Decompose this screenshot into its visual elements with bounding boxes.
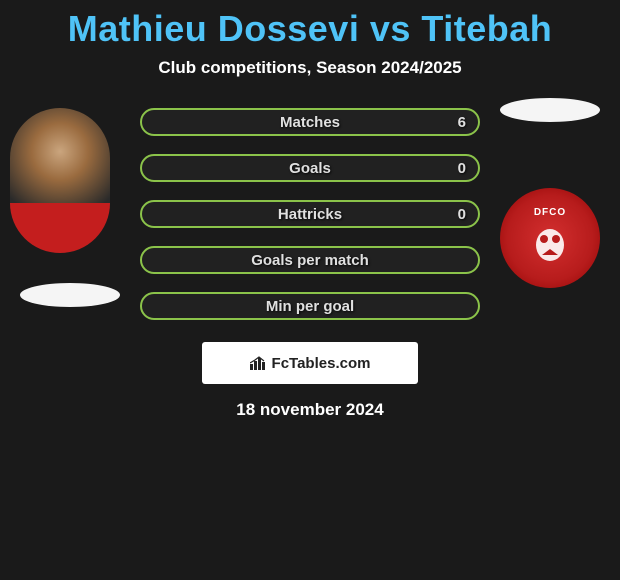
stats-area: DFCO Matches 6 Goals 0 Hattricks 0 [0, 108, 620, 320]
page-title: Mathieu Dossevi vs Titebah [0, 0, 620, 50]
stat-label: Hattricks [278, 206, 342, 223]
date-text: 18 november 2024 [0, 400, 620, 420]
stat-row-matches: Matches 6 [140, 108, 480, 136]
stat-row-hattricks: Hattricks 0 [140, 200, 480, 228]
brand-name: FcTables.com [272, 355, 371, 372]
player-photo-icon [10, 108, 110, 253]
stat-rows: Matches 6 Goals 0 Hattricks 0 Goals per … [140, 108, 480, 320]
stat-label: Goals [289, 160, 331, 177]
player1-club-ellipse [20, 283, 120, 307]
player2-club-logo: DFCO [500, 188, 600, 288]
stat-value-right: 6 [458, 114, 466, 131]
subtitle: Club competitions, Season 2024/2025 [0, 58, 620, 78]
brand-footer: FcTables.com [202, 342, 418, 384]
stat-row-goals-per-match: Goals per match [140, 246, 480, 274]
comparison-card: Mathieu Dossevi vs Titebah Club competit… [0, 0, 620, 580]
stat-value-right: 0 [458, 160, 466, 177]
bar-chart-icon [250, 356, 268, 370]
stat-label: Min per goal [266, 298, 354, 315]
owl-icon [530, 223, 570, 263]
club-abbrev: DFCO [534, 207, 566, 218]
stat-value-right: 0 [458, 206, 466, 223]
stat-label: Goals per match [251, 252, 369, 269]
stat-label: Matches [280, 114, 340, 131]
player1-name: Mathieu Dossevi [68, 8, 360, 49]
vs-text: vs [370, 8, 411, 49]
stat-row-goals: Goals 0 [140, 154, 480, 182]
player2-name: Titebah [421, 8, 552, 49]
player1-avatar [10, 108, 110, 253]
player2-club-ellipse [500, 98, 600, 122]
stat-row-min-per-goal: Min per goal [140, 292, 480, 320]
jersey-icon [10, 203, 110, 253]
club-badge-icon: DFCO [515, 203, 585, 273]
